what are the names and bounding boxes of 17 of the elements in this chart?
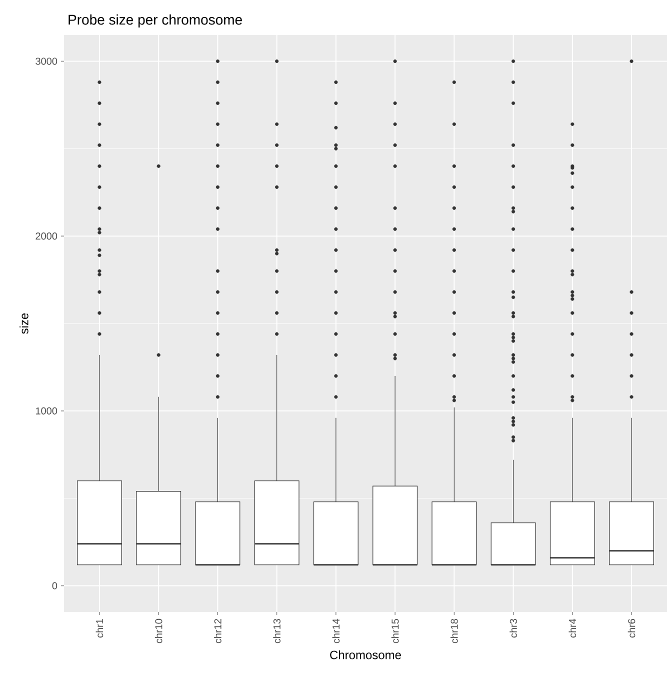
x-tick-label: chr12 bbox=[214, 619, 222, 644]
x-tick-label: chr14 bbox=[332, 618, 340, 644]
y-tick-label: 0 bbox=[52, 582, 58, 590]
y-tick-label: 1000 bbox=[36, 407, 58, 414]
chart-title: Probe size per chromosome bbox=[68, 14, 242, 28]
y-axis-title: size bbox=[20, 313, 28, 334]
x-tick-label: chr3 bbox=[510, 618, 517, 638]
y-tick-label: 3000 bbox=[36, 58, 58, 65]
x-tick-label: chr18 bbox=[450, 618, 458, 644]
x-tick-label: chr1 bbox=[96, 619, 104, 638]
x-tick-label: chr4 bbox=[568, 618, 576, 638]
y-tick-label: 2000 bbox=[36, 232, 58, 240]
x-tick-label: chr15 bbox=[391, 618, 399, 644]
x-tick-label: chr6 bbox=[628, 618, 636, 638]
x-tick-label: chr13 bbox=[273, 618, 280, 644]
x-tick-label: chr10 bbox=[154, 618, 162, 644]
x-axis-title: Chromosome bbox=[330, 650, 401, 660]
